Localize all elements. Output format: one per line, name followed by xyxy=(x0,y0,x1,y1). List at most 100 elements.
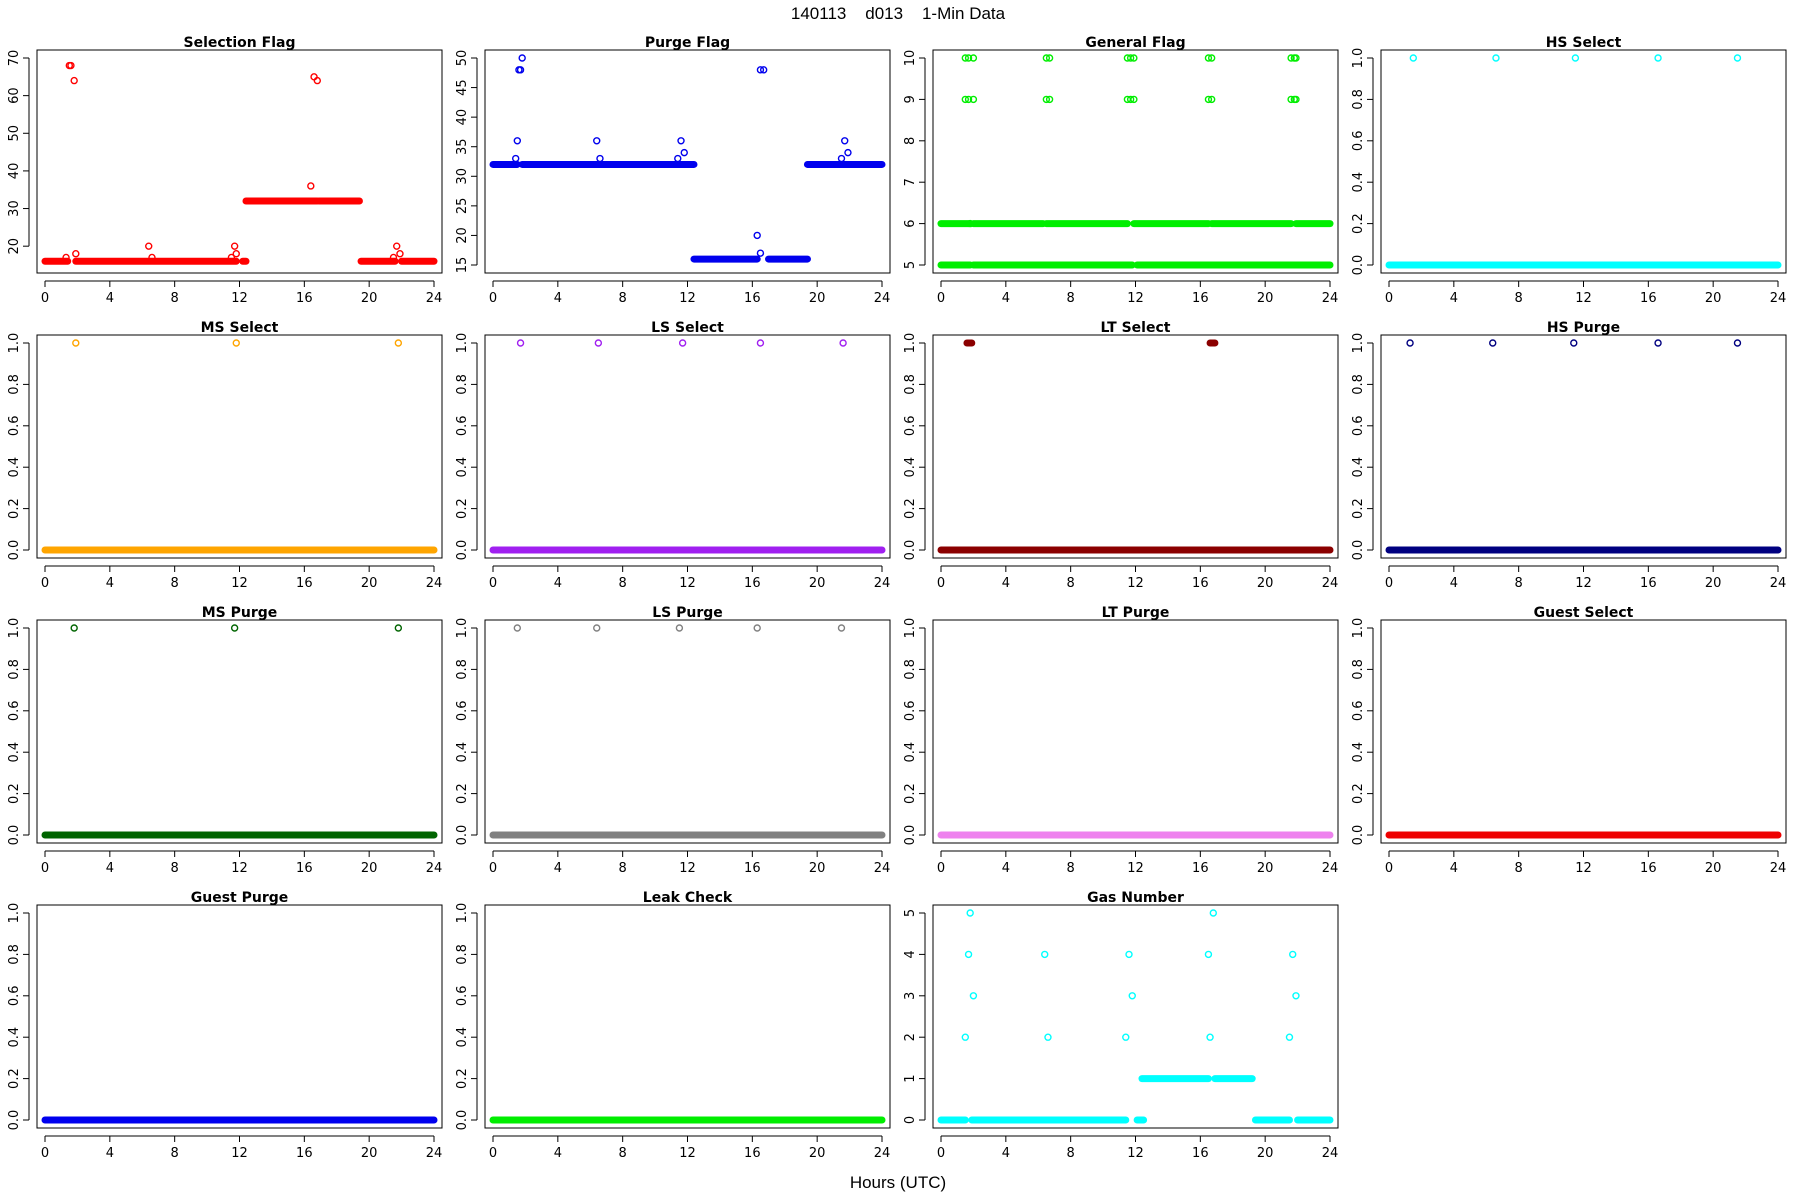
y-tick-label: 1.0 xyxy=(903,333,918,354)
y-tick-label: 0.4 xyxy=(1351,457,1366,478)
x-tick-label: 0 xyxy=(489,861,497,876)
y-tick-label: 5 xyxy=(903,909,918,917)
y-tick-label: 0.0 xyxy=(7,825,22,846)
data-point xyxy=(516,66,525,74)
y-tick-label: 0.2 xyxy=(455,1068,470,1089)
y-tick-label: 0 xyxy=(903,1116,918,1124)
data-point xyxy=(1733,339,1742,347)
x-tick-label: 0 xyxy=(937,291,945,306)
data-series xyxy=(41,339,438,554)
data-point xyxy=(964,950,973,959)
plot-frame xyxy=(932,904,1339,1129)
panel-title: MS Select xyxy=(201,320,279,336)
data-point xyxy=(969,54,978,62)
x-tick-label: 20 xyxy=(1257,576,1274,591)
y-tick-label: 0.6 xyxy=(7,985,22,1006)
x-tick-label: 0 xyxy=(937,576,945,591)
data-point xyxy=(756,249,765,257)
x-axis: 0 4 8 12 16 20 24 xyxy=(937,280,1339,306)
data-point xyxy=(511,154,520,163)
data-point xyxy=(1285,1033,1294,1041)
y-tick-label: 1.0 xyxy=(7,333,22,354)
x-tick-label: 8 xyxy=(619,1146,627,1161)
x-tick-label: 4 xyxy=(106,861,114,876)
plot-frame xyxy=(484,334,891,559)
data-point xyxy=(313,76,321,85)
x-tick-label: 4 xyxy=(106,576,114,591)
x-tick-label: 0 xyxy=(1385,576,1393,591)
y-tick-label: 0.6 xyxy=(455,985,470,1006)
data-point xyxy=(1130,54,1138,62)
data-point xyxy=(513,624,522,632)
panel-title: LT Select xyxy=(1101,320,1171,336)
data-point xyxy=(1207,54,1216,62)
y-tick-label: 20 xyxy=(7,238,22,255)
y-axis: 0.0 0.2 0.4 0.6 0.8 1.0 xyxy=(1351,48,1374,275)
y-tick-label: 6 xyxy=(903,219,918,227)
x-tick-label: 4 xyxy=(1450,576,1458,591)
data-series xyxy=(937,909,1334,1124)
x-tick-label: 16 xyxy=(1640,291,1657,306)
y-tick-label: 1.0 xyxy=(903,618,918,639)
x-tick-label: 8 xyxy=(171,291,179,306)
plot-frame xyxy=(1380,619,1787,844)
y-tick-label: 0.6 xyxy=(1351,130,1366,151)
y-tick-label: 1.0 xyxy=(7,618,22,639)
data-point xyxy=(837,624,846,632)
x-tick-label: 4 xyxy=(1450,291,1458,306)
y-tick-label: 2 xyxy=(903,1033,918,1041)
data-point xyxy=(593,137,601,145)
y-tick-label: 0.4 xyxy=(903,457,918,478)
x-tick-label: 8 xyxy=(619,861,627,876)
data-series xyxy=(489,339,886,554)
x-tick-label: 8 xyxy=(1067,1146,1075,1161)
data-point xyxy=(964,95,973,104)
y-tick-label: 0.8 xyxy=(455,374,470,395)
data-point xyxy=(1204,95,1213,104)
x-tick-label: 24 xyxy=(874,861,891,876)
x-tick-label: 16 xyxy=(744,1146,761,1161)
x-tick-label: 24 xyxy=(874,576,891,591)
y-tick-label: 0.6 xyxy=(7,415,22,436)
data-point xyxy=(961,1033,970,1041)
panel-title: Purge Flag xyxy=(645,35,730,51)
y-tick-label: 45 xyxy=(455,79,470,96)
data-point xyxy=(232,250,240,258)
y-tick-label: 0.8 xyxy=(7,944,22,965)
data-point xyxy=(227,253,236,262)
x-tick-label: 12 xyxy=(1575,291,1592,306)
x-axis: 0 4 8 12 16 20 24 xyxy=(489,280,890,306)
y-tick-label: 35 xyxy=(455,138,470,155)
data-point xyxy=(1044,1033,1052,1041)
y-tick-label: 0.0 xyxy=(1351,825,1366,846)
data-point xyxy=(675,624,684,632)
y-tick-label: 0.4 xyxy=(7,1027,22,1048)
data-point xyxy=(837,154,846,163)
data-point xyxy=(1204,950,1213,959)
y-tick-label: 0.4 xyxy=(7,742,22,763)
x-tick-label: 0 xyxy=(41,576,49,591)
x-axis: 0 4 8 12 16 20 24 xyxy=(937,850,1338,876)
y-tick-label: 0.0 xyxy=(455,540,470,561)
x-tick-label: 8 xyxy=(1515,576,1523,591)
panel-title: MS Purge xyxy=(202,605,278,621)
data-point xyxy=(394,624,403,632)
y-tick-label: 0.6 xyxy=(1351,415,1366,436)
y-axis: 0.0 0.2 0.4 0.6 0.8 1.0 xyxy=(7,333,30,560)
plot-frame xyxy=(36,619,443,844)
y-tick-label: 0.2 xyxy=(903,783,918,804)
x-tick-label: 0 xyxy=(489,291,497,306)
y-axis: 20 30 40 50 60 70 xyxy=(7,50,30,255)
x-axis: 0 4 8 12 16 20 24 xyxy=(41,565,442,591)
x-tick-label: 24 xyxy=(1322,291,1339,306)
plot-frame xyxy=(1380,334,1787,559)
x-tick-label: 12 xyxy=(1127,1146,1144,1161)
y-tick-label: 0.4 xyxy=(1351,742,1366,763)
x-axis: 0 4 8 12 16 20 24 xyxy=(489,850,891,876)
x-tick-label: 16 xyxy=(296,861,313,876)
plot-frame xyxy=(932,49,1339,274)
y-tick-label: 1.0 xyxy=(455,333,470,354)
data-point xyxy=(596,154,604,163)
panel-title: General Flag xyxy=(1085,35,1185,51)
chart-panel: LT Select 0 4 8 12 16 20 24 0.0 0.2 0.4 0.6 0.8 1.0 xyxy=(903,320,1339,591)
